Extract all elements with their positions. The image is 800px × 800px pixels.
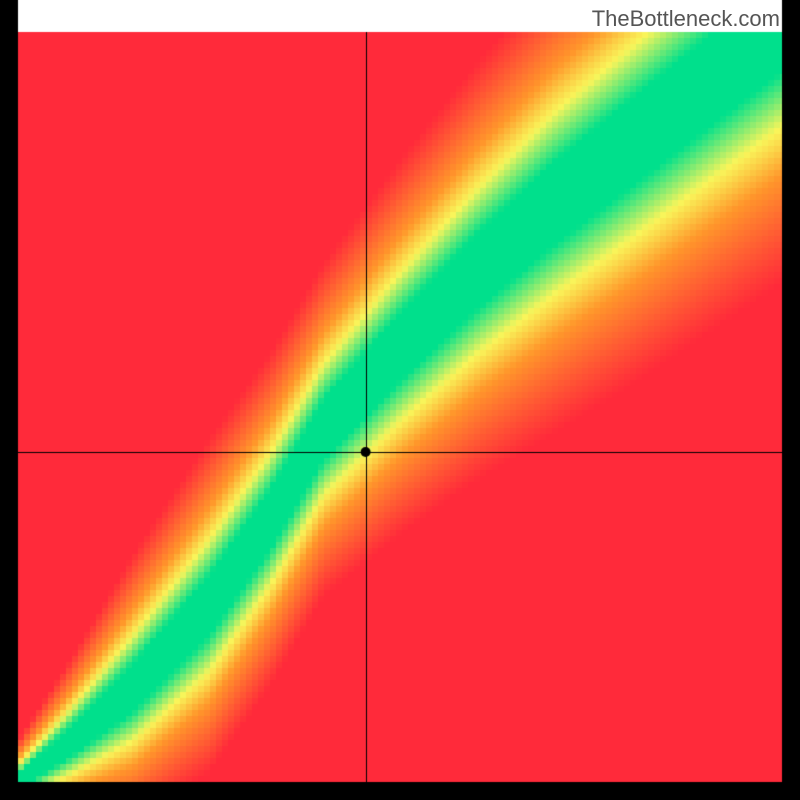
chart-container: TheBottleneck.com bbox=[0, 0, 800, 800]
bottleneck-heatmap bbox=[0, 0, 800, 800]
watermark-label: TheBottleneck.com bbox=[592, 6, 780, 32]
